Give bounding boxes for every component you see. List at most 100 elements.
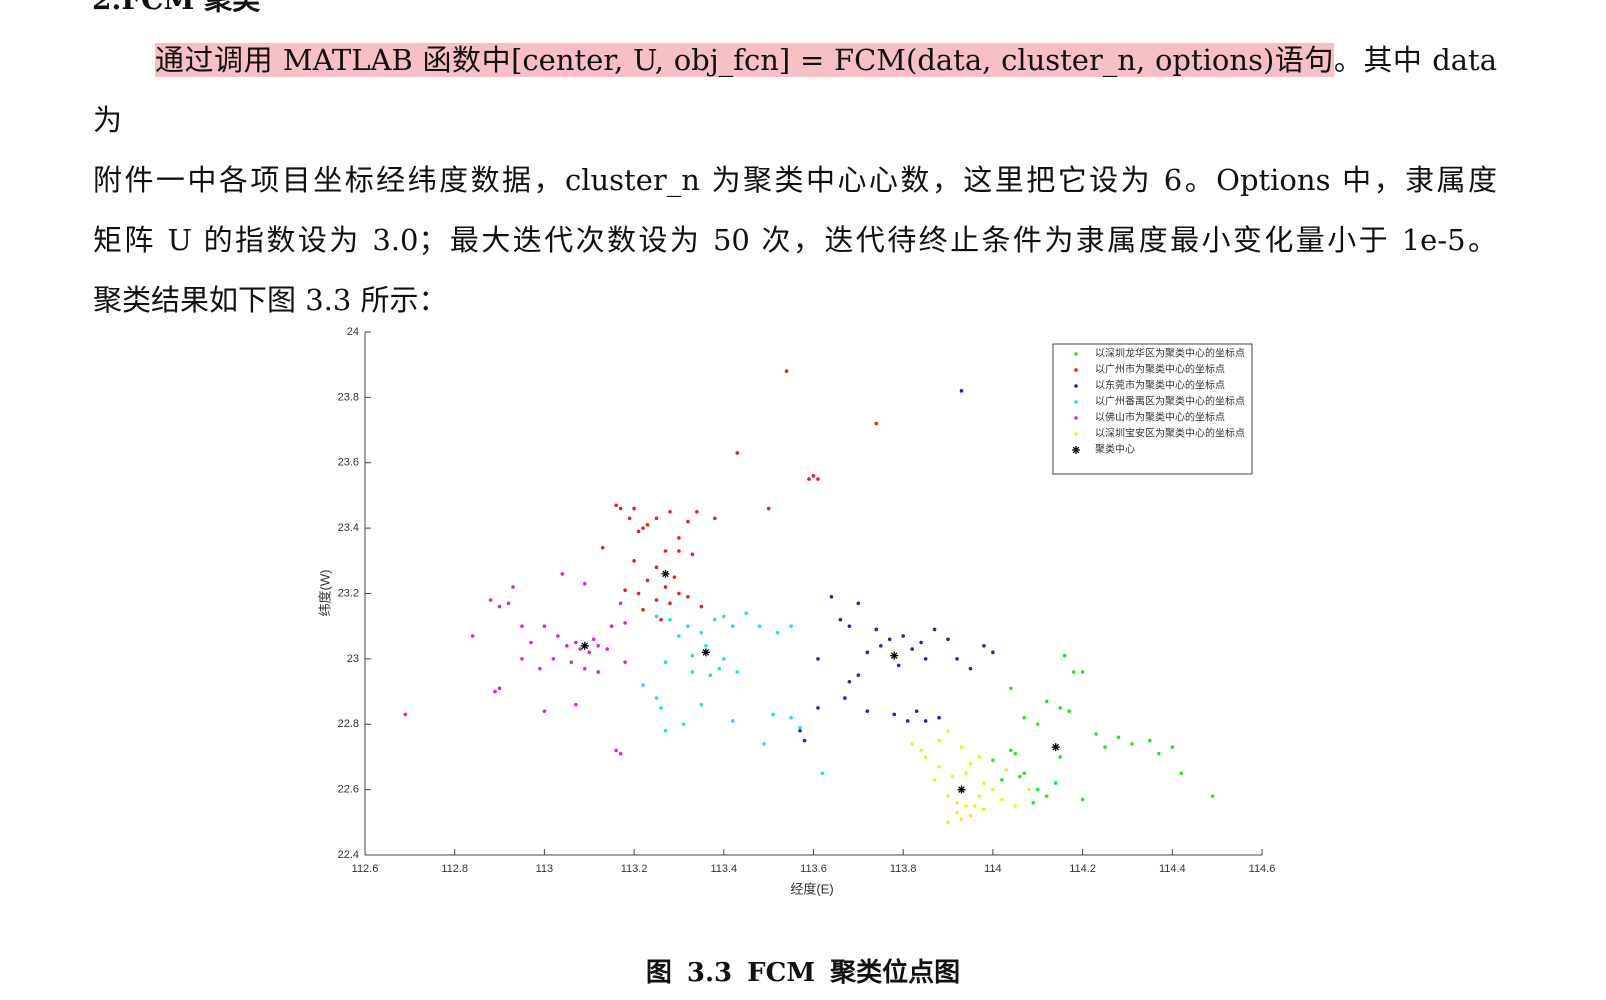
point xyxy=(744,611,749,615)
point xyxy=(582,581,587,586)
point xyxy=(663,660,668,664)
point xyxy=(573,702,578,707)
chart: 经度(E) 纬度(W) 112.6 112.8 113 113.2 113.4 113.6… xyxy=(317,326,1276,897)
x-tick-label: 114.6 xyxy=(1249,863,1276,875)
paragraph-line: 附件一中各项目坐标经纬度数据，cluster_n 为聚类中心心数，这里把它设为 … xyxy=(93,163,1497,197)
legend-marker xyxy=(1074,416,1078,420)
point xyxy=(677,591,681,596)
point xyxy=(847,679,852,684)
point xyxy=(713,516,717,521)
x-tick-label: 114.4 xyxy=(1159,863,1186,875)
point xyxy=(686,624,690,628)
point xyxy=(618,751,623,756)
paragraph-line: 矩阵 U 的指数设为 3.0；最大迭代次数设为 50 次，迭代待终止条件为隶属度… xyxy=(93,223,1497,257)
point xyxy=(677,549,681,553)
point xyxy=(892,712,897,717)
point xyxy=(874,421,879,426)
legend-box xyxy=(1052,343,1253,475)
point xyxy=(565,644,569,648)
legend-marker xyxy=(1072,446,1080,454)
legend-marker xyxy=(1074,384,1078,388)
point xyxy=(937,764,941,769)
point xyxy=(605,647,609,651)
point xyxy=(641,683,645,687)
point xyxy=(497,686,502,691)
paragraph-line: 通过调用 MATLAB 函数中[center, U, obj_fcn] = FC… xyxy=(93,30,1497,150)
cluster-center xyxy=(661,569,670,578)
point xyxy=(968,761,973,766)
point xyxy=(668,617,672,622)
point xyxy=(1009,686,1013,691)
point xyxy=(618,506,623,511)
point xyxy=(735,451,740,455)
point xyxy=(677,634,681,638)
point xyxy=(596,670,601,674)
point xyxy=(1094,732,1098,736)
point xyxy=(520,657,524,661)
point xyxy=(816,706,820,710)
point xyxy=(735,670,740,674)
point xyxy=(1157,751,1161,756)
point xyxy=(838,617,843,622)
y-tick-label: 23.8 xyxy=(338,391,359,403)
point xyxy=(645,578,650,583)
point xyxy=(623,660,627,664)
legend-marker xyxy=(1074,432,1078,436)
point xyxy=(623,621,627,625)
point xyxy=(923,755,928,759)
point xyxy=(1179,771,1184,776)
point xyxy=(798,725,802,730)
point xyxy=(699,702,704,707)
y-tick-label: 24 xyxy=(347,326,359,338)
legend-label: 以东莞市为聚类中心的坐标点 xyxy=(1095,379,1225,392)
x-tick-label: 114 xyxy=(984,863,1002,875)
point xyxy=(946,820,950,825)
point xyxy=(1058,755,1062,759)
point xyxy=(959,389,964,393)
point xyxy=(614,748,618,753)
point xyxy=(623,588,627,593)
point xyxy=(1013,751,1018,756)
point xyxy=(686,519,690,524)
point xyxy=(762,742,766,746)
point xyxy=(982,807,986,812)
cluster-center xyxy=(580,641,589,650)
point xyxy=(614,503,618,508)
point xyxy=(627,516,632,521)
point xyxy=(1000,797,1004,802)
point xyxy=(695,509,699,514)
point xyxy=(910,742,914,746)
section-heading: 2.FCM 聚类 xyxy=(92,0,260,18)
point xyxy=(556,634,560,638)
point xyxy=(977,794,982,798)
point xyxy=(560,572,565,576)
point xyxy=(807,477,811,481)
point xyxy=(1210,794,1215,798)
point xyxy=(820,771,825,776)
point xyxy=(632,506,636,511)
point xyxy=(959,745,964,749)
point xyxy=(582,666,587,671)
point xyxy=(991,758,995,763)
point xyxy=(677,536,681,540)
point xyxy=(497,604,502,609)
legend-label: 聚类中心 xyxy=(1095,443,1135,456)
point xyxy=(542,624,547,628)
point xyxy=(538,666,542,671)
point xyxy=(730,719,735,723)
point xyxy=(551,657,556,661)
point xyxy=(946,728,950,733)
y-tick-label: 22.4 xyxy=(338,849,359,861)
point xyxy=(757,624,762,628)
point xyxy=(991,650,995,655)
point xyxy=(1103,745,1107,749)
point xyxy=(946,794,950,798)
point xyxy=(699,630,704,635)
point xyxy=(865,650,870,655)
point xyxy=(578,647,583,651)
point xyxy=(681,722,686,727)
point xyxy=(914,709,919,713)
point xyxy=(874,627,879,632)
point xyxy=(964,804,968,808)
